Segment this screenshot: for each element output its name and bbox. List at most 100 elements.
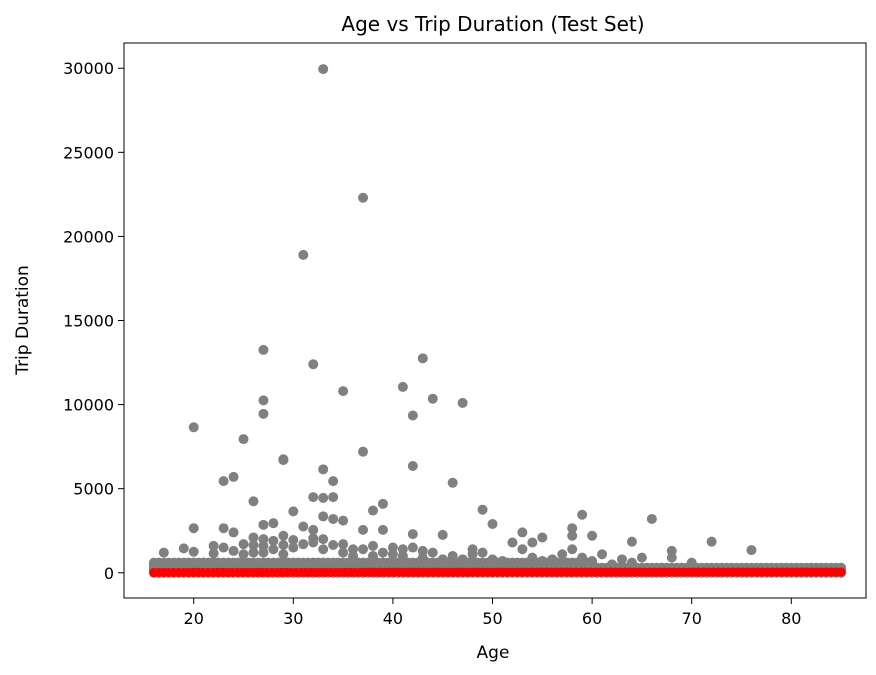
data-point [517, 544, 528, 555]
data-point [358, 446, 369, 457]
data-point [198, 557, 209, 568]
data-point [507, 559, 518, 570]
data-point [298, 539, 309, 550]
y-axis: 0 5000 10000 15000 20000 25000 30000 [63, 59, 124, 583]
data-point [328, 540, 339, 551]
data-point [706, 536, 717, 547]
data-point [268, 518, 279, 529]
data-point [367, 550, 378, 561]
data-point [218, 542, 229, 553]
data-point [377, 524, 388, 535]
data-point [437, 529, 448, 540]
data-point [188, 546, 199, 557]
y-tick-label: 5000 [73, 480, 114, 499]
data-point [308, 359, 319, 370]
data-point [577, 509, 588, 520]
data-point [407, 410, 418, 421]
data-point [387, 549, 398, 560]
data-point [158, 547, 169, 558]
data-point [427, 547, 438, 558]
data-point [328, 476, 339, 487]
data-point [248, 532, 259, 543]
prediction-point [836, 567, 846, 577]
data-point [348, 550, 359, 561]
data-point [288, 542, 299, 553]
data-point [397, 381, 408, 392]
data-point [358, 524, 369, 535]
x-tick-label: 20 [184, 609, 204, 628]
data-point [328, 513, 339, 524]
plot-area [123, 42, 867, 599]
data-point [547, 554, 558, 565]
data-point [338, 515, 349, 526]
data-point [308, 537, 319, 548]
data-point [258, 395, 269, 406]
plot-frame [123, 42, 867, 599]
data-point [248, 496, 259, 507]
data-point [487, 554, 498, 565]
data-point [318, 64, 329, 75]
data-point [646, 513, 657, 524]
data-point [507, 537, 518, 548]
data-point [308, 492, 319, 503]
data-point [278, 455, 289, 466]
data-point [258, 344, 269, 355]
data-point [178, 543, 189, 554]
y-axis-label: Trip Duration [13, 265, 33, 376]
data-point [746, 545, 757, 556]
data-point [597, 549, 608, 560]
data-point [557, 549, 568, 560]
data-point [288, 506, 299, 517]
data-point [208, 548, 219, 559]
x-tick-label: 50 [482, 609, 502, 628]
data-point [377, 547, 388, 558]
data-point [218, 523, 229, 534]
x-tick-label: 70 [682, 609, 702, 628]
data-point [616, 554, 627, 565]
data-point [447, 550, 458, 561]
x-tick-label: 30 [283, 609, 303, 628]
data-point [318, 544, 329, 555]
y-tick-label: 25000 [63, 143, 114, 162]
data-point [397, 550, 408, 561]
data-point [258, 547, 269, 558]
data-point [527, 552, 538, 563]
data-point [338, 539, 349, 550]
data-point [407, 460, 418, 471]
data-point [477, 504, 488, 515]
data-point [268, 535, 279, 546]
y-tick-label: 30000 [63, 59, 114, 78]
data-point [268, 544, 279, 555]
data-point [367, 505, 378, 516]
data-point [367, 540, 378, 551]
data-point [587, 556, 598, 566]
data-point [457, 554, 468, 565]
data-point [527, 537, 538, 548]
data-point [437, 554, 448, 565]
data-point [238, 539, 249, 550]
y-tick-label: 0 [104, 564, 114, 583]
data-point [567, 544, 578, 555]
data-point [278, 530, 289, 541]
data-point [278, 549, 289, 560]
y-tick-label: 20000 [63, 227, 114, 246]
data-point [298, 249, 309, 260]
data-point [228, 527, 239, 538]
data-point [377, 498, 388, 509]
data-point [417, 552, 428, 563]
data-point [358, 192, 369, 203]
data-point [537, 556, 548, 566]
data-point [487, 519, 498, 529]
y-tick-label: 15000 [63, 312, 114, 331]
data-point [407, 529, 418, 540]
data-point [407, 542, 418, 553]
data-point [358, 544, 369, 555]
data-point [278, 540, 289, 551]
data-point [308, 524, 319, 535]
data-point [607, 559, 618, 570]
points-layer [148, 64, 847, 578]
data-point [318, 464, 329, 475]
prediction-layer [149, 567, 846, 578]
data-point [188, 523, 199, 534]
x-tick-label: 60 [582, 609, 602, 628]
